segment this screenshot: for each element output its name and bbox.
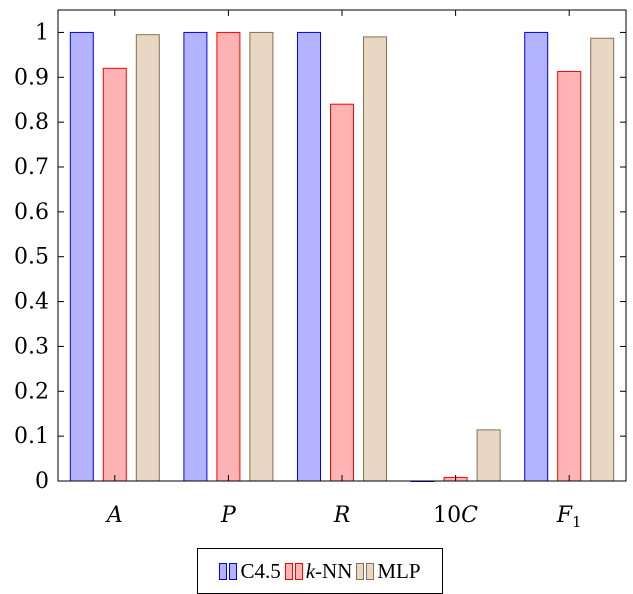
bar-c45-r xyxy=(297,31,321,482)
x-tick-label: R xyxy=(333,503,351,528)
swatch-bar xyxy=(366,562,375,580)
legend-item-c45: C4.5 xyxy=(219,558,281,584)
bar-chart: 0 0.1 0.2 0.3 0.4 0.5 0.6 0.7 0.8 0.9 1 A P R 10C F1 xyxy=(14,9,627,531)
y-tick-label: 0.1 xyxy=(14,424,49,449)
legend-label-knn-k: k xyxy=(305,558,316,583)
legend: C4.5 k-NN MLP xyxy=(197,548,443,594)
legend-item-mlp: MLP xyxy=(356,558,421,584)
bar-knn-f1 xyxy=(557,70,582,482)
swatch-bar xyxy=(284,562,293,580)
swatch-bar xyxy=(229,562,238,580)
bar-c45-a xyxy=(69,31,94,482)
y-tick-label: 0.8 xyxy=(14,110,49,135)
bar-knn-r xyxy=(330,103,354,482)
x-ticks-group: A P R 10C F1 xyxy=(105,10,582,531)
bar-c45-f1 xyxy=(524,31,549,482)
bar-mlp-f1 xyxy=(590,37,615,482)
swatch-bar xyxy=(219,562,228,580)
x-tick-label: 10C xyxy=(433,503,478,528)
bars-group xyxy=(69,31,615,482)
x-tick-label: A xyxy=(105,503,123,528)
legend-label-knn-rest: -NN xyxy=(315,558,353,583)
legend-label-mlp: MLP xyxy=(377,558,421,583)
swatch-bar xyxy=(356,562,365,580)
y-tick-label: 0.5 xyxy=(14,245,49,270)
y-tick-label: 0.6 xyxy=(14,200,49,225)
y-tick-label: 0.4 xyxy=(14,290,49,315)
x-tick-label: P xyxy=(220,503,237,528)
bar-knn-p xyxy=(216,31,241,482)
legend-swatch-mlp xyxy=(356,562,375,580)
y-tick-label: 1 xyxy=(35,20,49,45)
legend-label-c45: C4.5 xyxy=(240,558,281,583)
x-tick-label: F1 xyxy=(556,503,582,531)
y-tick-label: 0.3 xyxy=(14,334,49,359)
y-tick-label: 0.2 xyxy=(14,379,49,404)
bar-c45-p xyxy=(183,31,208,482)
legend-swatch-knn xyxy=(284,562,303,580)
legend-item-knn: k-NN xyxy=(284,559,353,584)
legend-swatch-c45 xyxy=(219,562,238,580)
legend-label-knn: k-NN xyxy=(306,559,353,584)
bar-mlp-p xyxy=(249,31,274,482)
bar-mlp-a xyxy=(135,34,160,482)
y-tick-label: 0 xyxy=(35,469,49,494)
y-ticks-group: 0 0.1 0.2 0.3 0.4 0.5 0.6 0.7 0.8 0.9 1 xyxy=(14,20,626,494)
swatch-bar xyxy=(294,562,303,580)
y-tick-label: 0.9 xyxy=(14,65,49,90)
y-tick-label: 0.7 xyxy=(14,155,49,180)
bar-mlp-r xyxy=(363,36,387,482)
bar-knn-a xyxy=(102,67,127,482)
bar-mlp-10c xyxy=(476,429,501,482)
